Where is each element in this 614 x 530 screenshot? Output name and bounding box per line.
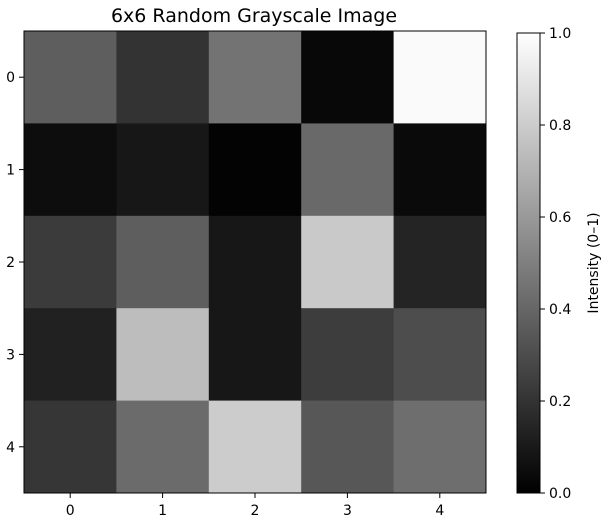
colorbar-tick-label: 0.0 — [549, 486, 571, 502]
heatmap-cell-r0-c3 — [301, 31, 395, 124]
colorbar-tick-label: 0.8 — [549, 118, 571, 134]
y-axis: 0 1 2 3 4 — [6, 70, 24, 456]
heatmap-cell-r0-c2 — [208, 31, 302, 124]
heatmap-cells — [24, 31, 487, 494]
heatmap-cell-r3-c4 — [393, 308, 487, 402]
y-tick-label: 2 — [6, 255, 15, 271]
colorbar-axis: 0.0 0.2 0.4 0.6 0.8 1.0 — [540, 26, 571, 502]
heatmap-cell-r4-c0 — [24, 400, 117, 494]
heatmap-cell-r3-c2 — [208, 308, 302, 402]
heatmap-cell-r2-c4 — [393, 215, 487, 309]
colorbar — [516, 32, 541, 494]
heatmap-cell-r4-c3 — [301, 400, 395, 494]
heatmap-cell-r2-c3 — [301, 215, 395, 309]
x-tick-label: 1 — [158, 503, 167, 519]
heatmap-cell-r3-c3 — [301, 308, 395, 402]
heatmap-cell-r1-c0 — [24, 123, 117, 217]
heatmap-cell-r1-c3 — [301, 123, 395, 217]
colorbar-tick-label: 0.6 — [549, 210, 571, 226]
heatmap-cell-r3-c1 — [116, 308, 210, 402]
x-tick-label: 2 — [251, 503, 260, 519]
heatmap-cell-r4-c2 — [208, 400, 302, 494]
heatmap-cell-r1-c2 — [208, 123, 302, 217]
heatmap-cell-r2-c1 — [116, 215, 210, 309]
colorbar-tick-label: 0.2 — [549, 394, 571, 410]
heatmap-cell-r0-c1 — [116, 31, 210, 124]
heatmap-cell-r2-c2 — [208, 215, 302, 309]
x-tick-label: 0 — [66, 503, 75, 519]
y-tick-label: 3 — [6, 347, 15, 363]
x-tick-label: 4 — [435, 503, 444, 519]
heatmap-cell-r4-c1 — [116, 400, 210, 494]
x-tick-label: 3 — [343, 503, 352, 519]
heatmap-cell-r0-c4 — [393, 31, 487, 124]
colorbar-tick-label: 0.4 — [549, 302, 571, 318]
heatmap-cell-r0-c0 — [24, 31, 117, 124]
y-tick-label: 4 — [6, 440, 15, 456]
heatmap-cell-r2-c0 — [24, 215, 117, 309]
colorbar-tick-label: 1.0 — [549, 26, 571, 42]
heatmap-cell-r1-c1 — [116, 123, 210, 217]
y-tick-label: 1 — [6, 163, 15, 179]
x-axis: 0 1 2 3 4 — [66, 493, 444, 519]
colorbar-label: Intensity (0–1) — [586, 212, 602, 313]
heatmap-cell-r1-c4 — [393, 123, 487, 217]
chart-title: 6x6 Random Grayscale Image — [111, 5, 397, 27]
y-tick-label: 0 — [6, 70, 15, 86]
heatmap-cell-r3-c0 — [24, 308, 117, 402]
heatmap-cell-r4-c4 — [393, 400, 487, 494]
